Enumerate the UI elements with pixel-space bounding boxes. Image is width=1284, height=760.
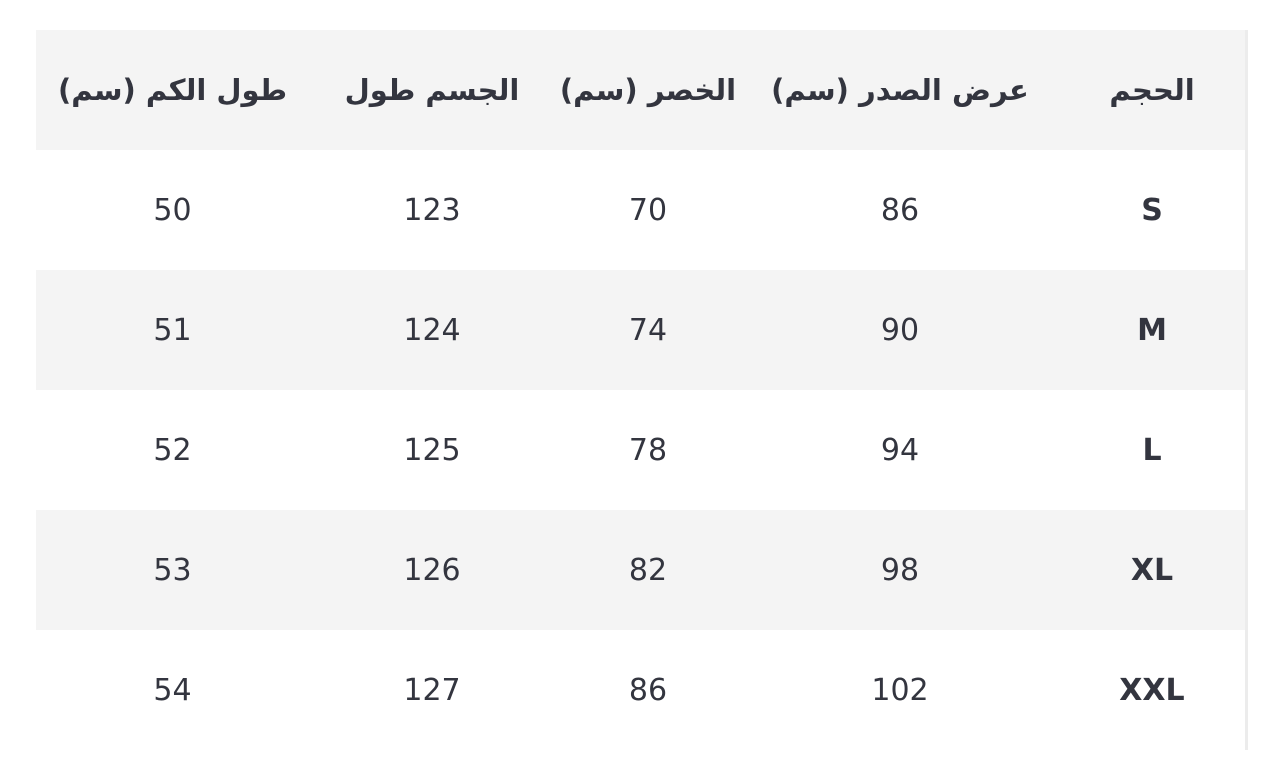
cell-chest: 102 [871,672,929,708]
cell-sleeve: 51 [153,312,192,348]
header-size: الحجم [1109,73,1195,107]
cell-waist: 74 [628,312,668,348]
cell-waist: 70 [628,192,668,228]
header-chest: عرض الصدر (سم) [771,73,1029,107]
cell-length: 124 [403,312,461,348]
size-chart-table: الحجم عرض الصدر (سم) الخصر (سم) الجسم طو… [36,30,1248,750]
cell-chest: 98 [880,552,920,588]
cell-size: M [1137,312,1167,348]
cell-chest: 90 [880,312,920,348]
cell-size: L [1142,432,1162,468]
cell-sleeve: 53 [153,552,192,588]
cell-size: XL [1130,552,1174,588]
header-sleeve: طول الكم (سم) [57,73,288,107]
table-row: XL 98 82 126 53 [36,510,1245,630]
cell-length: 125 [403,432,461,468]
table-row: XXL 102 86 127 54 [36,630,1245,750]
table-header-row: الحجم عرض الصدر (سم) الخصر (سم) الجسم طو… [36,30,1245,150]
cell-length: 123 [403,192,461,228]
table-row: M 90 74 124 51 [36,270,1245,390]
cell-length: 127 [403,672,461,708]
header-length: الجسم طول [344,73,520,107]
cell-chest: 86 [880,192,920,228]
cell-sleeve: 52 [153,432,192,468]
table-row: S 86 70 123 50 [36,150,1245,270]
cell-waist: 82 [628,552,668,588]
cell-waist: 78 [628,432,668,468]
cell-chest: 94 [880,432,920,468]
header-waist: الخصر (سم) [559,73,737,107]
cell-size: XXL [1119,672,1185,708]
cell-sleeve: 50 [153,192,192,228]
cell-sleeve: 54 [153,672,192,708]
cell-size: S [1141,192,1163,228]
cell-waist: 86 [628,672,668,708]
cell-length: 126 [403,552,461,588]
table-row: L 94 78 125 52 [36,390,1245,510]
